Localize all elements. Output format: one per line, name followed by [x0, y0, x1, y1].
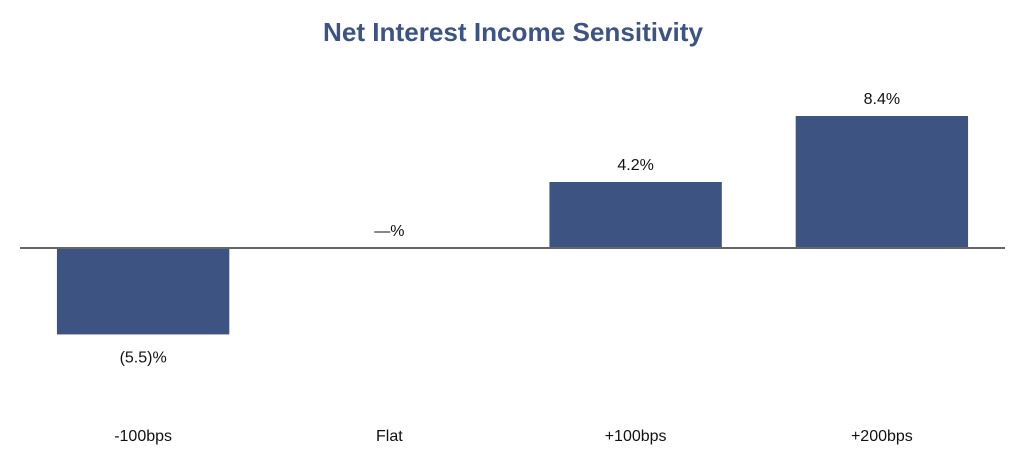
value-label: 4.2% [617, 157, 653, 174]
x-tick-label: +200bps [851, 428, 913, 445]
bar [549, 182, 722, 248]
value-label: —% [374, 223, 404, 240]
bar [795, 116, 969, 248]
x-tick-label: Flat [376, 428, 403, 445]
value-label: 8.4% [864, 91, 900, 108]
x-tick-label: +100bps [605, 428, 667, 445]
value-label: (5.5)% [120, 350, 167, 367]
x-tick-label: -100bps [114, 428, 172, 445]
bar [56, 248, 230, 335]
chart-title: Net Interest Income Sensitivity [323, 17, 704, 47]
